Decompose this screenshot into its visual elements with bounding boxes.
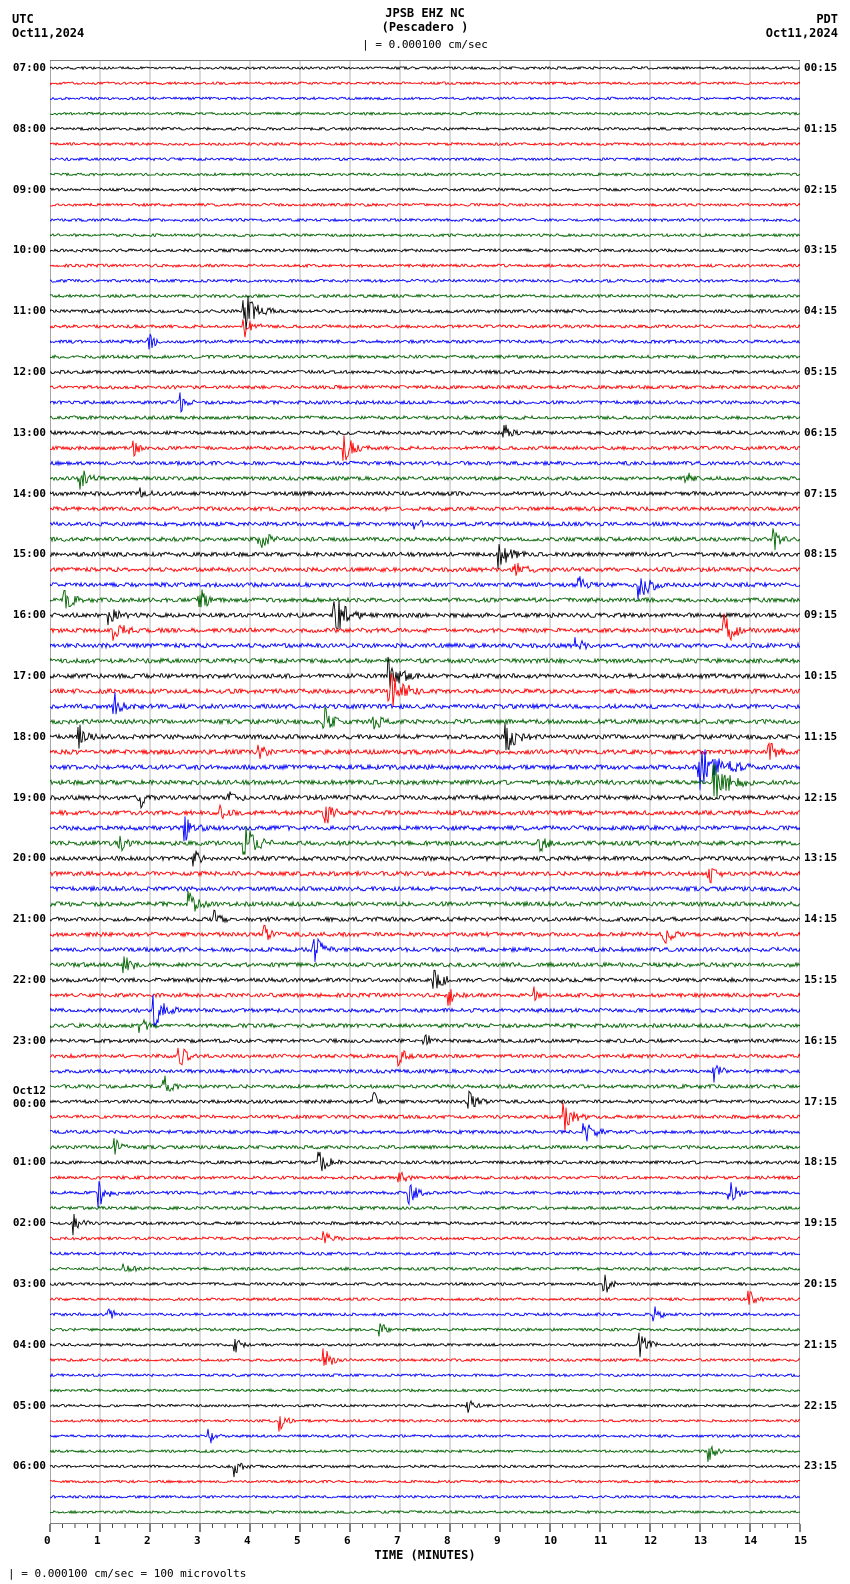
header-center: JPSB EHZ NC (Pescadero )	[0, 6, 850, 34]
pdt-hour-label: 19:15	[804, 1216, 837, 1229]
station-code: JPSB EHZ NC	[0, 6, 850, 20]
footer-scale-label: | = 0.000100 cm/sec = 100 microvolts	[8, 1567, 246, 1580]
tz-pdt-label: PDT	[766, 12, 838, 26]
utc-hour-label: 21:00	[13, 912, 46, 925]
utc-hour-label: 05:00	[13, 1399, 46, 1412]
utc-hour-label: 15:00	[13, 547, 46, 560]
utc-hour-label: 17:00	[13, 669, 46, 682]
x-axis-label: TIME (MINUTES)	[0, 1548, 850, 1562]
utc-hour-label: 02:00	[13, 1216, 46, 1229]
header: UTC Oct11,2024 JPSB EHZ NC (Pescadero ) …	[0, 0, 850, 50]
utc-hour-label: 01:00	[13, 1155, 46, 1168]
utc-hour-label: 11:00	[13, 304, 46, 317]
pdt-hour-label: 05:15	[804, 365, 837, 378]
station-name: (Pescadero )	[0, 20, 850, 34]
header-right: PDT Oct11,2024	[766, 12, 838, 40]
pdt-hour-label: 10:15	[804, 669, 837, 682]
utc-hour-label: 16:00	[13, 608, 46, 621]
utc-hour-label: 03:00	[13, 1277, 46, 1290]
utc-hour-label: 12:00	[13, 365, 46, 378]
pdt-hour-label: 07:15	[804, 487, 837, 500]
pdt-hour-label: 11:15	[804, 730, 837, 743]
pdt-hour-label: 01:15	[804, 122, 837, 135]
pdt-hour-label: 17:15	[804, 1095, 837, 1108]
utc-hour-label: 08:00	[13, 122, 46, 135]
pdt-hour-label: 04:15	[804, 304, 837, 317]
utc-hour-label: Oct12 00:00	[13, 1084, 46, 1110]
utc-hour-label: 10:00	[13, 243, 46, 256]
utc-hour-label: 23:00	[13, 1034, 46, 1047]
pdt-hour-label: 00:15	[804, 61, 837, 74]
utc-hour-label: 19:00	[13, 791, 46, 804]
pdt-hour-label: 06:15	[804, 426, 837, 439]
pdt-hour-label: 13:15	[804, 851, 837, 864]
utc-hour-label: 06:00	[13, 1459, 46, 1472]
pdt-hour-label: 09:15	[804, 608, 837, 621]
pdt-hour-label: 21:15	[804, 1338, 837, 1351]
seismogram-plot	[50, 60, 800, 1524]
pdt-hour-label: 20:15	[804, 1277, 837, 1290]
utc-hour-label: 18:00	[13, 730, 46, 743]
pdt-hour-label: 16:15	[804, 1034, 837, 1047]
pdt-hour-label: 08:15	[804, 547, 837, 560]
pdt-hour-label: 23:15	[804, 1459, 837, 1472]
utc-hour-label: 09:00	[13, 183, 46, 196]
pdt-hour-label: 15:15	[804, 973, 837, 986]
pdt-hour-label: 14:15	[804, 912, 837, 925]
utc-hour-label: 07:00	[13, 61, 46, 74]
scale-top-label: | = 0.000100 cm/sec	[0, 38, 850, 51]
pdt-hour-label: 02:15	[804, 183, 837, 196]
utc-hour-label: 13:00	[13, 426, 46, 439]
utc-hour-label: 04:00	[13, 1338, 46, 1351]
pdt-hour-label: 18:15	[804, 1155, 837, 1168]
utc-hour-label: 22:00	[13, 973, 46, 986]
utc-hour-label: 14:00	[13, 487, 46, 500]
utc-hour-label: 20:00	[13, 851, 46, 864]
seismogram-svg	[50, 60, 800, 1524]
pdt-hour-label: 22:15	[804, 1399, 837, 1412]
pdt-hour-label: 03:15	[804, 243, 837, 256]
pdt-hour-label: 12:15	[804, 791, 837, 804]
